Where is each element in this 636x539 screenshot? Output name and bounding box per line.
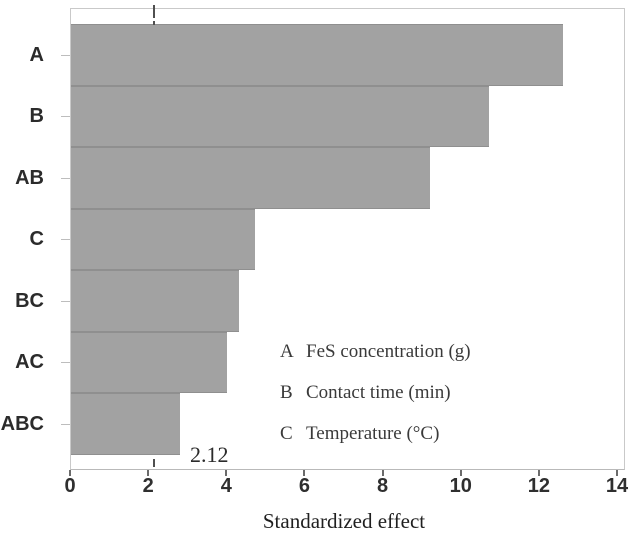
y-tick — [61, 362, 70, 364]
y-tick — [61, 300, 70, 302]
category-label-BC: BC — [15, 289, 44, 312]
bar-BC — [71, 270, 239, 332]
x-tick — [381, 470, 384, 476]
x-tick-label: 8 — [377, 475, 389, 497]
x-tick-label: 2 — [142, 475, 154, 497]
legend-row-B: B Contact time (min) — [280, 382, 471, 423]
y-tick — [61, 177, 70, 179]
category-label-AC: AC — [15, 351, 44, 374]
bar-AC — [71, 331, 228, 393]
y-tick — [61, 423, 70, 425]
plot-area — [70, 5, 625, 470]
x-tick-label: 12 — [527, 475, 550, 497]
x-tick — [225, 470, 228, 476]
y-tick — [61, 116, 70, 118]
reference-line-dash — [152, 5, 155, 18]
x-tick-label: 6 — [298, 475, 310, 497]
category-label-C: C — [29, 228, 44, 251]
bar-C — [71, 208, 255, 270]
legend-key: C — [280, 423, 293, 444]
category-label-A: A — [29, 43, 44, 66]
category-label-ABC: ABC — [0, 412, 44, 435]
legend-label: Temperature (°C) — [306, 423, 440, 444]
reference-line-label: 2.12 — [190, 442, 229, 467]
x-tick — [537, 470, 540, 476]
x-tick — [459, 470, 462, 476]
bar-ABC — [71, 393, 181, 455]
legend-label: Contact time (min) — [306, 382, 451, 403]
y-tick — [61, 54, 70, 56]
reference-line-dash — [152, 21, 155, 25]
legend-row-A: A FeS concentration (g) — [280, 341, 471, 382]
category-label-AB: AB — [15, 166, 44, 189]
bar-B — [71, 85, 490, 147]
x-tick — [69, 470, 71, 476]
legend-key: A — [280, 341, 294, 362]
x-tick — [147, 470, 150, 476]
x-tick — [303, 470, 306, 476]
reference-line-dash — [152, 459, 155, 467]
x-axis-title: Standardized effect — [262, 509, 426, 533]
category-label-B: B — [29, 105, 44, 128]
x-tick-label: 0 — [64, 475, 76, 497]
legend-label: FeS concentration (g) — [306, 341, 471, 362]
x-tick-label: 10 — [449, 475, 472, 497]
bar-A — [71, 24, 564, 86]
x-tick-label: 4 — [220, 475, 232, 497]
legend-row-C: C Temperature (°C) — [280, 423, 471, 464]
y-tick — [61, 239, 70, 241]
legend: A FeS concentration (g) B Contact time (min… — [280, 341, 471, 464]
bar-AB — [71, 147, 431, 209]
x-tick-label: 14 — [605, 475, 629, 497]
x-tick — [616, 470, 618, 476]
legend-key: B — [280, 382, 293, 403]
